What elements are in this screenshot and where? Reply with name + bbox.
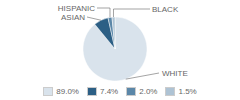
svg-text:BLACK: BLACK — [152, 5, 179, 14]
svg-text:WHITE: WHITE — [162, 69, 188, 78]
svg-text:HISPANIC: HISPANIC — [58, 4, 95, 13]
html-text:1.5%: 1.5% — [178, 86, 197, 96]
html-text:2.0%: 2.0% — [139, 86, 158, 96]
html-text:7.4%: 7.4% — [100, 86, 119, 96]
html-text:89.0%: 89.0% — [56, 86, 79, 96]
svg-text:ASIAN: ASIAN — [61, 13, 85, 22]
